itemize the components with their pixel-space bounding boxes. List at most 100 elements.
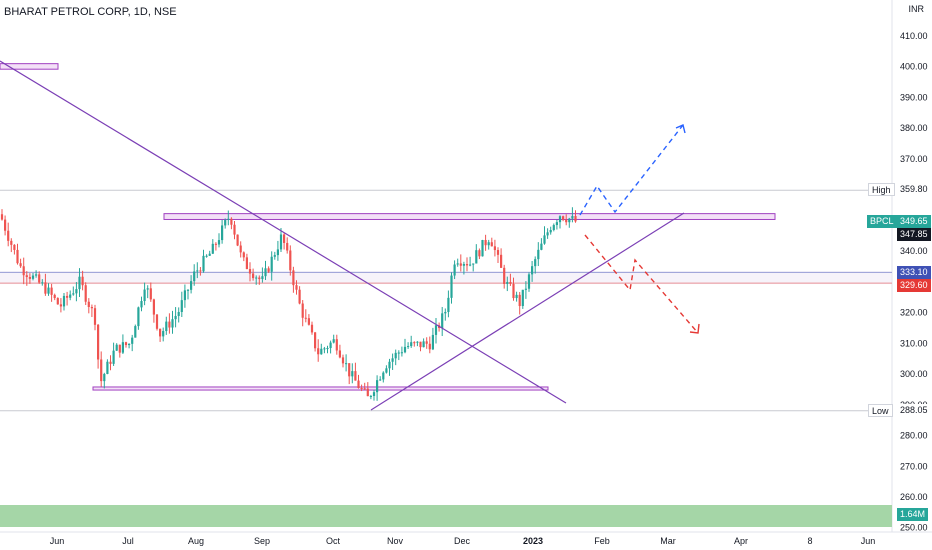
candle-body — [571, 216, 574, 219]
candle-body — [562, 216, 565, 220]
candle-body — [478, 250, 481, 257]
candle-body — [425, 341, 428, 344]
candle-body — [521, 289, 524, 307]
candle-body — [493, 246, 496, 251]
candle-body — [382, 372, 385, 380]
candle-body — [487, 242, 490, 246]
candle-body — [149, 288, 152, 300]
candle-body — [190, 281, 193, 290]
candle-body — [50, 287, 53, 295]
support-resistance-zones — [0, 63, 892, 412]
candle-body — [475, 250, 478, 264]
candle-body — [283, 234, 286, 243]
currency-label: INR — [908, 4, 925, 14]
candle-body — [289, 250, 292, 271]
candle-body — [531, 266, 534, 275]
candle-body — [509, 281, 512, 284]
candle-body — [13, 244, 16, 250]
price-tick-label: 340.00 — [900, 246, 928, 256]
descending-trendline — [0, 60, 567, 404]
candle-body — [459, 263, 462, 266]
candle-body — [22, 266, 25, 276]
candle-body — [264, 268, 267, 277]
candle-body — [261, 276, 264, 280]
candle-body — [345, 363, 348, 365]
candle-body — [35, 274, 38, 276]
candle-body — [524, 288, 527, 290]
candle-body — [490, 242, 493, 247]
candle-body — [558, 216, 562, 223]
candle-body — [400, 352, 403, 354]
candle-body — [317, 348, 320, 355]
candle-body — [90, 307, 93, 309]
price-tick-label: 270.00 — [900, 461, 928, 471]
candle-body — [338, 350, 341, 358]
candle-body — [574, 216, 577, 222]
candle-body — [19, 263, 22, 267]
candle-body — [128, 343, 131, 346]
candle-body — [307, 318, 310, 325]
candle-body — [236, 234, 239, 246]
candle-body — [162, 331, 165, 337]
candle-body — [202, 255, 205, 272]
candle-body — [320, 348, 323, 355]
candle-body — [537, 249, 540, 260]
time-axis: Jun Jul Aug Sep Oct Nov Dec 2023 Feb Mar Apr 8 Jun — [50, 536, 876, 546]
candle-body — [360, 388, 363, 390]
candle-body — [552, 225, 555, 231]
candle-body — [224, 220, 227, 226]
candle-body — [565, 219, 568, 223]
zone-box — [0, 63, 59, 70]
candle-body — [465, 264, 469, 266]
candle-body — [568, 218, 571, 223]
candle-body — [546, 232, 549, 236]
candle-body — [0, 214, 4, 220]
volume-bar — [0, 505, 892, 527]
time-tick-label: Mar — [660, 536, 676, 546]
candle-body — [252, 273, 255, 279]
bull-projection-path — [579, 124, 684, 216]
candle-body — [146, 288, 149, 290]
candle-body — [28, 277, 31, 279]
candle-body — [245, 257, 248, 270]
candle-body — [165, 321, 168, 332]
candle-body — [180, 300, 183, 312]
candle-body — [81, 276, 84, 286]
symbol-tag: BPCL — [867, 215, 897, 228]
candle-body — [72, 293, 75, 295]
candle-body — [450, 275, 453, 298]
candle-body — [518, 294, 521, 307]
candle-body — [527, 274, 531, 289]
price-grid — [0, 0, 932, 533]
time-tick-label: 2023 — [523, 536, 543, 546]
candle-body — [248, 269, 252, 274]
candle-body — [78, 276, 81, 290]
candle-body — [205, 255, 208, 257]
candle-body — [534, 259, 537, 267]
candle-body — [416, 341, 419, 343]
level-2-tag: 329.60 — [897, 279, 931, 292]
candle-body — [258, 277, 261, 280]
candle-body — [391, 358, 394, 362]
time-tick-label: Dec — [454, 536, 471, 546]
candle-body — [456, 263, 459, 265]
candle-body — [441, 313, 444, 329]
candle-body — [255, 277, 258, 279]
price-tick-label: 320.00 — [900, 308, 928, 318]
candle-body — [335, 339, 338, 351]
candle-body — [366, 388, 369, 397]
candle-body — [555, 222, 558, 226]
volume-pane — [0, 505, 892, 527]
candle-body — [103, 373, 106, 382]
low-value-tag: 288.05 — [897, 404, 931, 417]
candle-body — [341, 357, 345, 364]
time-tick-label: Sep — [254, 536, 270, 546]
candle-body — [137, 307, 140, 327]
candle-body — [292, 270, 295, 286]
candle-body — [428, 343, 431, 350]
candle-body — [115, 344, 118, 351]
candle-body — [152, 299, 155, 315]
candle-body — [174, 315, 177, 320]
candle-body — [270, 256, 273, 272]
